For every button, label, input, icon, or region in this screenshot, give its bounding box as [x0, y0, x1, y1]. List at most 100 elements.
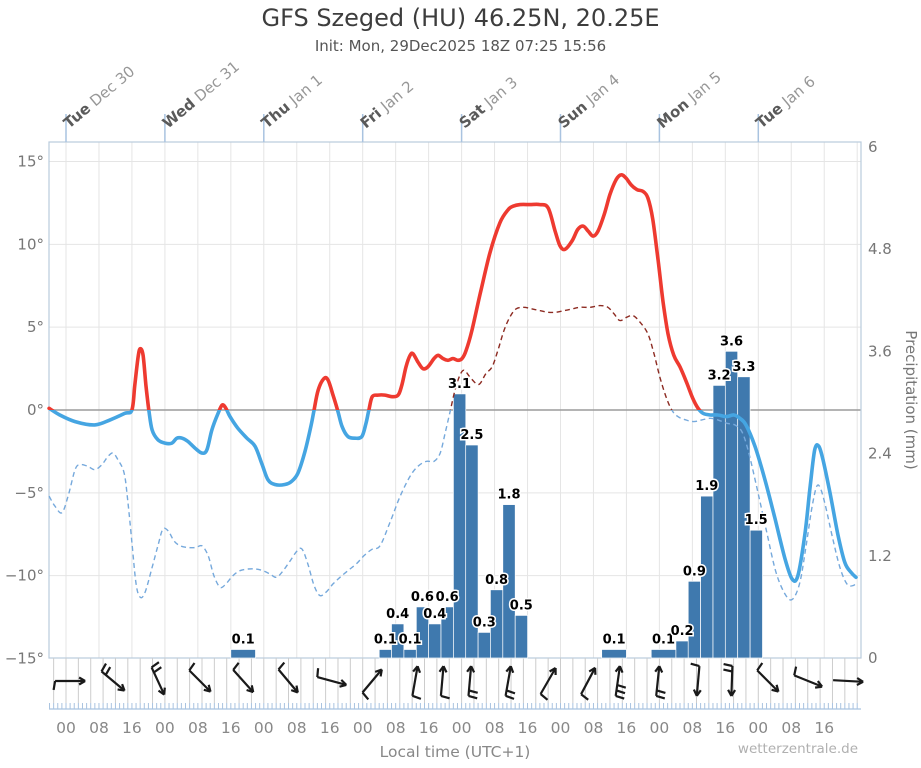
hour-tick-label: 00	[353, 719, 373, 737]
precip-bar	[601, 649, 627, 659]
hour-tick-label: 08	[781, 719, 801, 737]
precip-value-label: 3.1	[448, 377, 471, 392]
precip-axis-tick-label: 2.4	[868, 445, 892, 463]
hour-tick-label: 08	[287, 719, 307, 737]
wind-barb-icon	[539, 667, 557, 701]
hour-tick-label: 16	[320, 719, 340, 737]
precip-value-label: 0.1	[603, 633, 626, 648]
precip-axis-title: Precipitation (mm)	[902, 330, 920, 469]
hour-tick-label: 00	[650, 719, 670, 737]
temp-axis-tick-label: −15°	[5, 649, 44, 667]
wind-barb-icon	[361, 668, 383, 701]
wind-barb-icon	[793, 666, 823, 689]
hour-tick-label: 08	[485, 719, 505, 737]
precip-value-label: 3.2	[708, 368, 731, 383]
precip-bar	[724, 350, 739, 659]
precip-bar	[378, 649, 392, 659]
hour-tick-label: 00	[56, 719, 76, 737]
temp-axis-tick-label: 0°	[27, 401, 44, 419]
precip-bar	[428, 623, 442, 659]
hour-tick-label: 16	[814, 719, 834, 737]
precip-axis-tick-label: 0	[868, 649, 878, 667]
precip-value-label: 0.1	[399, 633, 422, 648]
hour-tick-label: 16	[122, 719, 142, 737]
wind-barb-icon	[614, 665, 627, 700]
hour-tick-label: 16	[715, 719, 735, 737]
temperature-curve-above-zero	[47, 172, 702, 410]
precip-bar	[514, 615, 528, 659]
wind-barb-icon	[52, 676, 86, 691]
hour-tick-label: 00	[155, 719, 175, 737]
precip-value-label: 0.3	[473, 615, 496, 630]
precip-axis-tick-label: 4.8	[868, 240, 892, 258]
precip-value-label: 0.1	[374, 633, 397, 648]
temp-axis-tick-label: −10°	[5, 567, 44, 585]
precip-value-label: 0.9	[683, 564, 706, 579]
temp-axis-tick-label: 5°	[27, 318, 44, 336]
hour-tick-label: 08	[386, 719, 406, 737]
hour-tick-label: 00	[748, 719, 768, 737]
precip-bar	[230, 649, 256, 659]
wind-barb-icon	[100, 663, 126, 692]
day-label: Tue Dec 30	[60, 62, 138, 132]
wind-barb-icon	[654, 665, 666, 700]
precip-value-label: 1.9	[695, 479, 718, 494]
precip-axis-tick-label: 1.2	[868, 547, 892, 565]
chart-subtitle: Init: Mon, 29Dec2025 18Z 07:25 15:56	[314, 37, 607, 55]
precip-bar	[477, 632, 491, 659]
hour-tick-label: 16	[617, 719, 637, 737]
day-label: Fri Jan 2	[357, 77, 418, 132]
wind-barb-icon	[438, 665, 450, 700]
precip-value-label: 0.6	[436, 590, 459, 605]
hour-tick-label: 08	[89, 719, 109, 737]
dewpoint-curve-below-zero	[48, 410, 858, 601]
precip-bar	[650, 649, 677, 659]
wind-barb-icon	[504, 665, 516, 700]
precip-bar	[403, 649, 417, 659]
temperature-curve-below-zero	[48, 410, 858, 583]
wind-barb-icon	[833, 677, 864, 686]
hour-tick-label: 16	[221, 719, 241, 737]
hour-tick-label: 00	[551, 719, 571, 737]
precip-bar	[675, 640, 689, 659]
precip-value-label: 0.4	[423, 607, 446, 622]
precip-value-label: 1.5	[745, 513, 768, 528]
wind-barb-icon	[277, 661, 299, 694]
precip-value-label: 0.5	[510, 598, 533, 613]
wind-barb-icon	[466, 665, 478, 700]
page-title: GFS Szeged (HU) 46.25N, 20.25E	[261, 4, 660, 32]
precip-value-label: 1.8	[497, 488, 520, 503]
watermark: wetterzentrale.de	[738, 741, 858, 757]
hour-tick-label: 08	[584, 719, 604, 737]
temp-axis-tick-label: 15°	[17, 153, 44, 171]
hour-tick-label: 00	[452, 719, 472, 737]
wind-barb-icon	[411, 665, 422, 700]
precip-value-label: 0.1	[652, 633, 675, 648]
precip-bar	[502, 504, 516, 659]
day-label: Mon Jan 5	[653, 68, 724, 132]
precip-bar	[749, 529, 763, 659]
wind-barb-icon	[188, 662, 212, 693]
wind-barb-icon	[756, 662, 780, 693]
precip-value-label: 0.4	[386, 607, 409, 622]
day-label: Tue Jan 6	[752, 72, 818, 132]
precip-value-label: 3.6	[720, 334, 743, 349]
precip-value-label: 3.3	[732, 360, 755, 375]
wind-barb-icon	[316, 668, 348, 688]
temp-axis-tick-label: −5°	[14, 484, 44, 502]
precip-value-label: 0.6	[411, 590, 434, 605]
day-label: Wed Dec 31	[159, 57, 243, 132]
precip-bar	[391, 623, 405, 659]
precip-bar	[687, 580, 701, 659]
hour-tick-label: 16	[518, 719, 538, 737]
wind-barb-icon	[580, 666, 597, 701]
hour-tick-label: 08	[683, 719, 703, 737]
temp-axis-tick-label: 10°	[17, 235, 44, 253]
x-axis-title: Local time (UTC+1)	[380, 743, 531, 761]
precip-value-label: 0.2	[671, 624, 694, 639]
precip-value-label: 0.1	[232, 633, 255, 648]
precip-axis-tick-label: 3.6	[868, 342, 892, 360]
precip-bar	[465, 444, 479, 659]
hour-tick-label: 16	[419, 719, 439, 737]
